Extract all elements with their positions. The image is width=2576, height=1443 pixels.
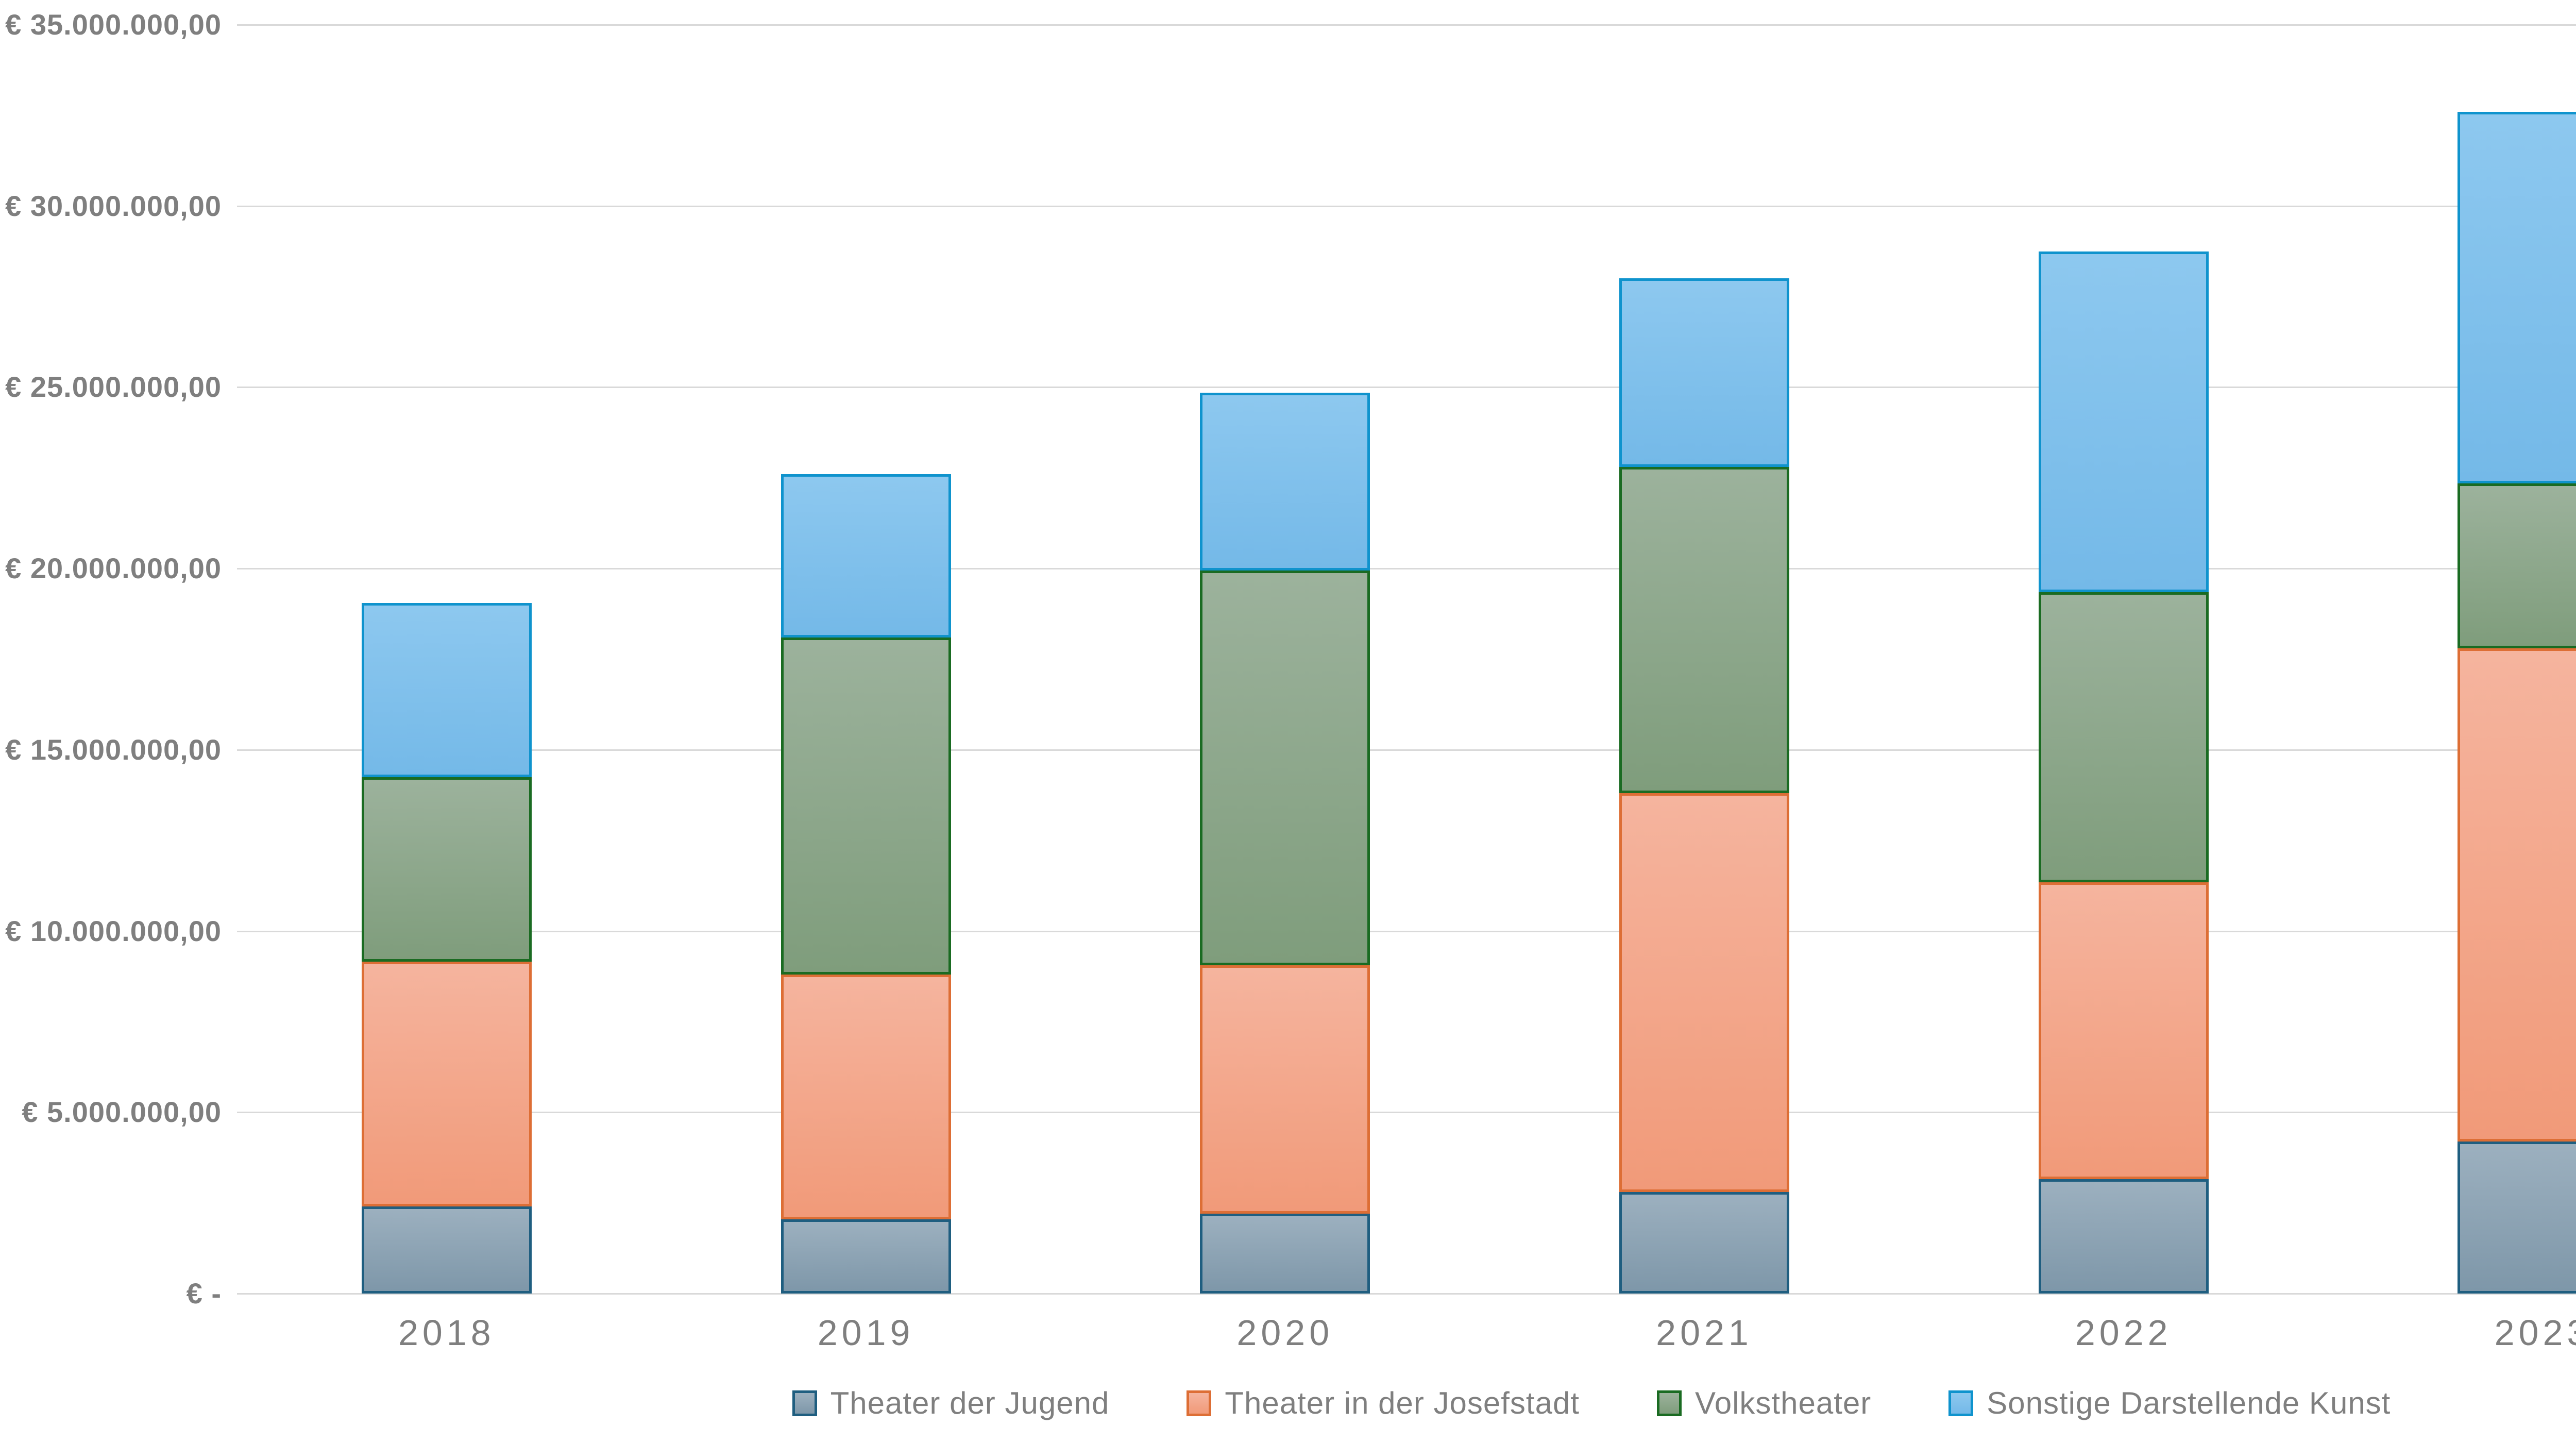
x-axis-label-2021: 2021 [1656,1313,1753,1353]
stacked-bar-2018 [361,602,532,1294]
x-axis-label-2018: 2018 [398,1313,495,1353]
plot-area [237,24,2576,1295]
bar-segment-volkstheater-2022[interactable] [2038,592,2209,882]
bar-group-2023 [2333,25,2576,1294]
legend-label: Theater in der Josefstadt [1225,1386,1580,1420]
gridline [237,205,2576,207]
bar-group-2019 [656,25,1076,1294]
y-axis-tick-label: € 35.000.000,00 [5,8,222,41]
bar-segment-volkstheater-2020[interactable] [1200,570,1370,966]
gridline [237,24,2576,26]
y-axis-tick-label: € 10.000.000,00 [5,914,222,947]
legend-label: Sonstige Darstellende Kunst [1987,1386,2391,1420]
bar-segment-theater-der-jugend-2023[interactable] [2458,1141,2576,1294]
bar-segment-volkstheater-2019[interactable] [781,637,951,975]
bar-segment-theater-der-jugend-2019[interactable] [781,1219,951,1294]
bar-segment-volkstheater-2021[interactable] [1619,467,1790,794]
x-axis-label-2019: 2019 [817,1313,914,1353]
y-axis-tick-label: € 25.000.000,00 [5,371,222,404]
gridline [237,930,2576,932]
x-axis-label-2023: 2023 [2494,1313,2576,1353]
legend-swatch-icon [1187,1390,1212,1416]
x-axis: 2018201920202021202220232024 [237,1308,2576,1357]
bar-segment-theater-der-jugend-2020[interactable] [1200,1214,1370,1294]
bar-segment-sonstige-darstellende-kunst-2020[interactable] [1200,392,1370,571]
bar-segment-sonstige-darstellende-kunst-2021[interactable] [1619,278,1790,467]
y-axis-tick-label: € 5.000.000,00 [22,1096,222,1129]
bar-segment-theater-in-der-josefstadt-2023[interactable] [2458,648,2576,1142]
x-axis-label-2022: 2022 [2075,1313,2172,1353]
y-axis-tick-label: € 30.000.000,00 [5,189,222,222]
bar-segment-sonstige-darstellende-kunst-2019[interactable] [781,474,951,637]
bar-segment-theater-der-jugend-2018[interactable] [361,1206,532,1294]
stacked-bar-2022 [2038,251,2209,1294]
bar-group-2021 [1495,25,1914,1294]
bar-segment-theater-der-jugend-2022[interactable] [2038,1179,2209,1294]
stacked-bar-2021 [1619,278,1790,1294]
bar-segment-theater-der-jugend-2021[interactable] [1619,1192,1790,1294]
bar-group-2020 [1075,25,1495,1294]
legend-item-theater-in-der-josefstadt[interactable]: Theater in der Josefstadt [1187,1387,1580,1420]
bar-segment-theater-in-der-josefstadt-2022[interactable] [2038,882,2209,1180]
legend-label: Theater der Jugend [830,1386,1110,1420]
x-axis-label-2020: 2020 [1236,1313,1334,1353]
bar-segment-volkstheater-2018[interactable] [361,777,532,962]
bar-group-2022 [1914,25,2333,1294]
bar-segment-theater-in-der-josefstadt-2020[interactable] [1200,965,1370,1214]
gridline [237,1293,2576,1295]
stacked-bar-2019 [781,474,951,1294]
y-axis-tick-label: € - [186,1277,222,1310]
gridline [237,1112,2576,1114]
bar-segment-theater-in-der-josefstadt-2018[interactable] [361,962,532,1207]
gridline [237,568,2576,570]
y-axis: € - € 5.000.000,00 € 10.000.000,00 € 15.000… [0,9,222,1309]
gridline [237,387,2576,389]
bar-group-2018 [237,25,656,1294]
legend-swatch-icon [1657,1390,1682,1416]
legend-swatch-icon [792,1390,817,1416]
legend-item-volkstheater[interactable]: Volkstheater [1657,1387,1871,1420]
legend-label: Volkstheater [1695,1386,1872,1420]
legend-item-theater-der-jugend[interactable]: Theater der Jugend [792,1387,1110,1420]
bar-segment-volkstheater-2023[interactable] [2458,483,2576,648]
legend: Theater der Jugend Theater in der Josefst… [0,1375,2576,1432]
bar-series-container [237,25,2576,1294]
legend-swatch-icon [1948,1390,1974,1416]
bar-segment-sonstige-darstellende-kunst-2018[interactable] [361,602,532,777]
y-axis-tick-label: € 20.000.000,00 [5,552,222,585]
bar-segment-sonstige-darstellende-kunst-2022[interactable] [2038,251,2209,592]
y-axis-tick-label: € 15.000.000,00 [5,733,222,766]
bar-segment-sonstige-darstellende-kunst-2023[interactable] [2458,111,2576,483]
bar-segment-theater-in-der-josefstadt-2019[interactable] [781,974,951,1219]
stacked-bar-2023 [2458,111,2576,1294]
legend-item-sonstige-darstellende-kunst[interactable]: Sonstige Darstellende Kunst [1948,1387,2391,1420]
stacked-bar-2020 [1200,392,1370,1294]
gridline [237,749,2576,751]
bar-segment-theater-in-der-josefstadt-2021[interactable] [1619,793,1790,1193]
